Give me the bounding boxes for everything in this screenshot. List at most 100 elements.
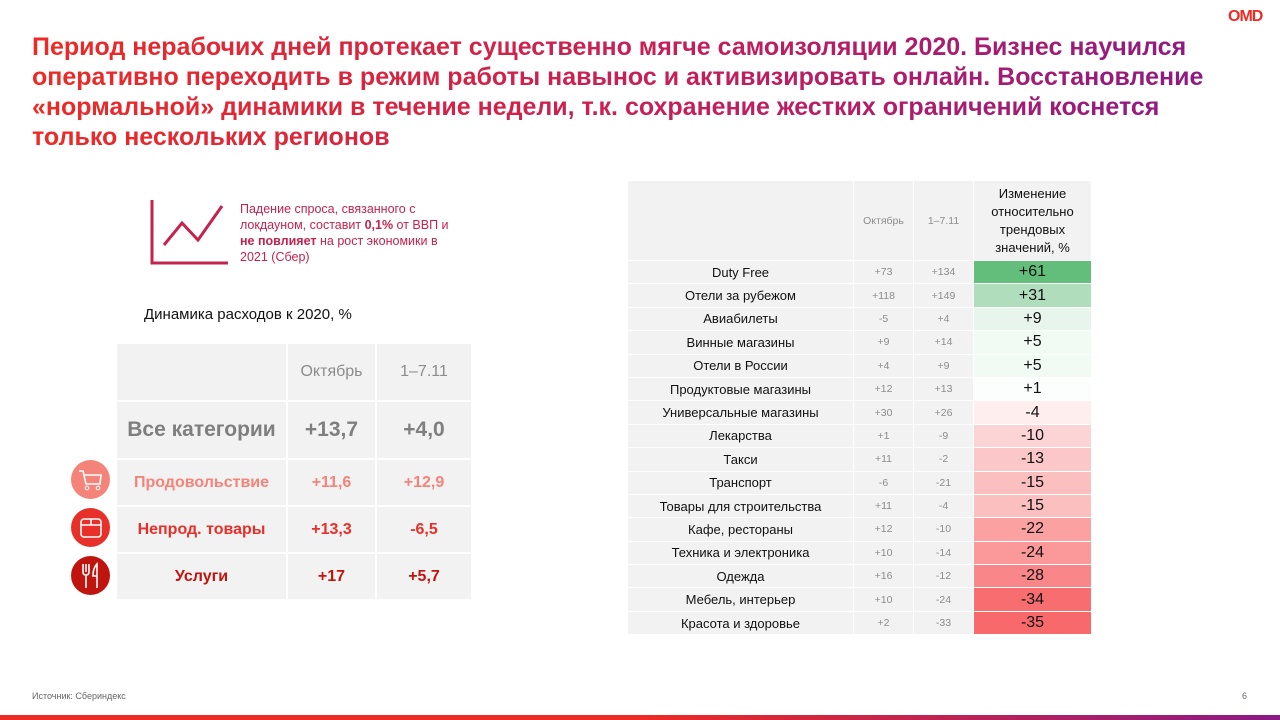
trend-change-value: +31	[973, 283, 1092, 308]
nov-value: +149	[913, 283, 974, 308]
trend-change-value: +61	[973, 259, 1092, 285]
page-number: 6	[1242, 691, 1248, 701]
table-header-row: Октябрь 1–7.11	[115, 342, 473, 402]
october-value: +9	[853, 330, 914, 355]
table-row: Лекарства +1 -9 -10	[627, 423, 1092, 449]
october-value: +73	[853, 259, 914, 285]
category-label: Винные магазины	[627, 330, 854, 355]
table-row: Авиабилеты -5 +4 +9	[627, 306, 1092, 332]
fork-knife-icon	[71, 556, 110, 595]
october-value: +12	[853, 517, 914, 542]
category-label: Транспорт	[627, 470, 854, 495]
nov-value: +134	[913, 259, 974, 285]
table-row: Винные магазины +9 +14 +5	[627, 330, 1092, 355]
table-header-row: Октябрь 1–7.11 Изменение относительно тр…	[627, 180, 1092, 261]
category-label: Продуктовые магазины	[627, 376, 854, 402]
table-row: Одежда +16 -12 -28	[627, 564, 1092, 589]
trend-change-value: -15	[973, 470, 1092, 495]
october-value: +11	[853, 447, 914, 472]
trend-change-value: -4	[973, 400, 1092, 425]
october-value: +17	[286, 552, 377, 601]
category-trend-table: Октябрь 1–7.11 Изменение относительно тр…	[627, 180, 1092, 636]
nov-value: -10	[913, 517, 974, 542]
header-october: Октябрь	[286, 342, 377, 402]
october-value: -6	[853, 470, 914, 495]
header-change: Изменение относительно трендовых значени…	[973, 180, 1092, 261]
table-row: Мебель, интерьер +10 -24 -34	[627, 587, 1092, 612]
left-table-subtitle: Динамика расходов к 2020, %	[144, 306, 352, 323]
october-value: +13,3	[286, 505, 377, 554]
omd-logo: OMD	[1228, 8, 1263, 25]
trend-change-value: +5	[973, 330, 1092, 355]
category-label: Лекарства	[627, 423, 854, 449]
nov-value: -4	[913, 493, 974, 519]
october-value: +2	[853, 610, 914, 636]
table-row: Техника и электроника +10 -14 -24	[627, 540, 1092, 566]
spending-dynamics-table: Октябрь 1–7.11 Все категории +13,7 +4,0 …	[115, 342, 473, 601]
table-row: Красота и здоровье +2 -33 -35	[627, 610, 1092, 636]
nov-value: +9	[913, 353, 974, 378]
nov-value: -21	[913, 470, 974, 495]
header-nov: 1–7.11	[913, 180, 974, 261]
category-label: Отели в России	[627, 353, 854, 378]
october-value: +118	[853, 283, 914, 308]
nov-value: -14	[913, 540, 974, 566]
header-cell	[627, 180, 854, 261]
slide-title: Период нерабочих дней протекает существе…	[32, 32, 1242, 152]
october-value: +13,7	[286, 400, 377, 460]
footer-gradient-bar	[0, 715, 1280, 720]
trend-change-value: -13	[973, 447, 1092, 472]
nov-value: -12	[913, 564, 974, 589]
trend-change-value: -34	[973, 587, 1092, 612]
october-value: +30	[853, 400, 914, 425]
category-label: Универсальные магазины	[627, 400, 854, 425]
table-row: Продуктовые магазины +12 +13 +1	[627, 376, 1092, 402]
nov-value: -33	[913, 610, 974, 636]
category-label: Красота и здоровье	[627, 610, 854, 636]
category-label: Товары для строительства	[627, 493, 854, 519]
table-row: Транспорт -6 -21 -15	[627, 470, 1092, 495]
october-value: +16	[853, 564, 914, 589]
table-row-all-categories: Все категории +13,7 +4,0	[115, 400, 473, 460]
october-value: +10	[853, 540, 914, 566]
october-value: +4	[853, 353, 914, 378]
october-value: +11	[853, 493, 914, 519]
table-row: Товары для строительства +11 -4 -15	[627, 493, 1092, 519]
october-value: +10	[853, 587, 914, 612]
october-value: +1	[853, 423, 914, 449]
trend-change-value: -10	[973, 423, 1092, 449]
table-row: Услуги +17 +5,7	[115, 552, 473, 601]
trend-change-value: -35	[973, 610, 1092, 636]
nov-value: +5,7	[375, 552, 473, 601]
category-label: Одежда	[627, 564, 854, 589]
category-label: Duty Free	[627, 259, 854, 285]
nov-value: -2	[913, 447, 974, 472]
shopping-cart-icon	[71, 460, 110, 499]
october-value: +12	[853, 376, 914, 402]
row-label: Продовольствие	[115, 458, 288, 507]
trend-change-value: +9	[973, 306, 1092, 332]
trend-change-value: -15	[973, 493, 1092, 519]
table-row: Универсальные магазины +30 +26 -4	[627, 400, 1092, 425]
nov-value: +26	[913, 400, 974, 425]
table-row: Продовольствие +11,6 +12,9	[115, 458, 473, 507]
nov-value: +4	[913, 306, 974, 332]
nov-value: -6,5	[375, 505, 473, 554]
header-nov: 1–7.11	[375, 342, 473, 402]
nov-value: +13	[913, 376, 974, 402]
trend-change-value: -22	[973, 517, 1092, 542]
nov-value: +12,9	[375, 458, 473, 507]
source-note: Источник: Сбериндекс	[32, 691, 126, 701]
trend-change-value: +5	[973, 353, 1092, 378]
october-value: -5	[853, 306, 914, 332]
category-label: Кафе, рестораны	[627, 517, 854, 542]
trend-change-value: -28	[973, 564, 1092, 589]
row-label: Услуги	[115, 552, 288, 601]
table-row: Duty Free +73 +134 +61	[627, 259, 1092, 285]
category-label: Техника и электроника	[627, 540, 854, 566]
row-label: Непрод. товары	[115, 505, 288, 554]
category-label: Отели за рубежом	[627, 283, 854, 308]
nov-value: +14	[913, 330, 974, 355]
october-value: +11,6	[286, 458, 377, 507]
trend-change-value: -24	[973, 540, 1092, 566]
